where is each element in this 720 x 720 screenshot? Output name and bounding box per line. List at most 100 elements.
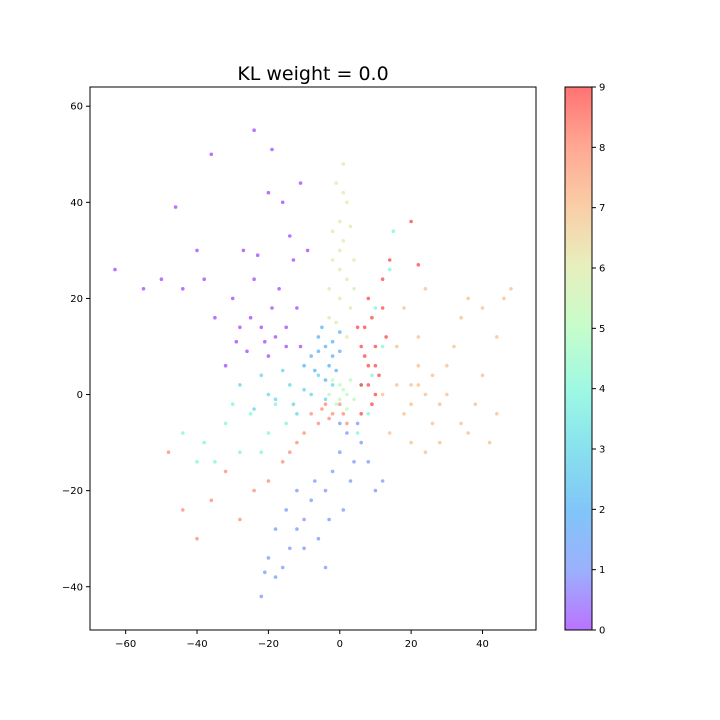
point-class-0: [277, 287, 281, 291]
point-class-1: [259, 594, 264, 599]
point-class-2: [320, 325, 324, 330]
x-tick-label: 20: [405, 639, 418, 650]
colorbar-tick-label: 5: [599, 324, 605, 335]
point-class-4: [248, 412, 253, 416]
point-class-9: [359, 344, 364, 349]
point-class-6: [345, 277, 349, 282]
point-class-6: [338, 219, 342, 224]
point-class-1: [284, 508, 289, 512]
point-class-2: [327, 363, 331, 368]
point-class-7: [402, 412, 406, 416]
point-class-2: [302, 363, 306, 368]
point-class-3: [259, 373, 264, 378]
y-tick-label: −40: [62, 582, 83, 593]
point-class-3: [252, 407, 256, 411]
point-class-1: [316, 536, 321, 541]
point-class-2: [323, 378, 328, 382]
point-class-7: [423, 287, 428, 291]
point-class-0: [288, 234, 292, 238]
point-class-4: [391, 229, 396, 233]
point-class-3: [302, 387, 306, 392]
point-class-4: [355, 431, 360, 435]
point-class-6: [330, 258, 335, 262]
point-class-5: [345, 392, 349, 397]
point-class-4: [238, 450, 242, 455]
point-class-1: [263, 570, 267, 575]
y-tick-label: −20: [62, 486, 83, 497]
point-class-4: [284, 421, 289, 426]
point-class-8: [338, 402, 342, 407]
point-class-7: [480, 373, 485, 378]
point-class-6: [348, 306, 353, 310]
point-class-1: [313, 479, 317, 483]
colorbar-tick-label: 3: [599, 445, 605, 456]
point-class-2: [338, 330, 342, 334]
point-class-3: [288, 383, 292, 387]
point-class-6: [327, 315, 331, 320]
colorbar-tick-label: 9: [599, 83, 605, 94]
point-class-1: [348, 479, 353, 483]
point-class-3: [273, 397, 278, 402]
point-class-7: [437, 440, 442, 445]
point-class-2: [316, 335, 321, 339]
point-class-0: [266, 354, 271, 358]
point-class-7: [509, 287, 513, 291]
point-class-8: [238, 517, 242, 522]
point-class-3: [238, 383, 242, 387]
point-class-7: [452, 344, 456, 349]
point-class-8: [320, 407, 324, 411]
point-class-1: [366, 460, 371, 464]
point-class-7: [416, 383, 421, 387]
point-class-7: [459, 421, 463, 426]
point-class-1: [380, 479, 385, 483]
point-class-9: [384, 335, 388, 339]
point-class-6: [334, 181, 339, 185]
colorbar-tick-label: 2: [599, 505, 605, 516]
point-class-0: [245, 349, 249, 354]
point-class-0: [234, 339, 239, 344]
point-class-3: [309, 392, 314, 397]
point-class-4: [181, 431, 185, 435]
point-class-8: [223, 469, 228, 474]
point-class-1: [359, 440, 364, 445]
point-class-7: [487, 440, 492, 445]
point-class-2: [316, 349, 321, 354]
point-class-7: [466, 431, 471, 435]
point-class-5: [330, 378, 335, 382]
point-class-8: [209, 498, 214, 503]
point-class-7: [402, 306, 406, 310]
colorbar-tick-label: 6: [599, 264, 605, 275]
point-class-7: [380, 392, 385, 397]
y-tick-label: 40: [70, 198, 83, 209]
point-class-6: [348, 224, 353, 229]
point-class-7: [459, 315, 463, 320]
colorbar-ticks: 0 1 2 3 4 5 6 7 8 9: [592, 83, 605, 637]
colorbar-tick-label: 8: [599, 143, 605, 154]
point-class-0: [298, 181, 303, 185]
point-class-5: [341, 387, 346, 392]
point-class-2: [330, 339, 335, 344]
point-class-9: [377, 373, 381, 378]
point-class-7: [466, 296, 471, 301]
point-class-9: [362, 325, 367, 330]
point-class-7: [430, 421, 435, 426]
point-class-9: [355, 325, 360, 330]
point-class-4: [230, 402, 235, 407]
point-class-9: [359, 383, 364, 387]
point-class-7: [445, 392, 449, 397]
point-class-1: [373, 488, 378, 493]
point-class-4: [202, 440, 206, 445]
point-class-0: [202, 277, 206, 282]
point-class-5: [338, 383, 342, 387]
point-class-7: [495, 335, 499, 339]
point-class-1: [309, 498, 314, 503]
colorbar-tick-label: 0: [599, 626, 605, 637]
point-class-0: [255, 253, 260, 257]
point-class-0: [266, 190, 271, 195]
point-class-7: [423, 392, 428, 397]
y-tick-label: 0: [77, 390, 83, 401]
point-class-7: [395, 383, 399, 387]
point-class-4: [370, 373, 374, 378]
point-class-6: [341, 162, 346, 166]
point-class-2: [313, 368, 317, 373]
